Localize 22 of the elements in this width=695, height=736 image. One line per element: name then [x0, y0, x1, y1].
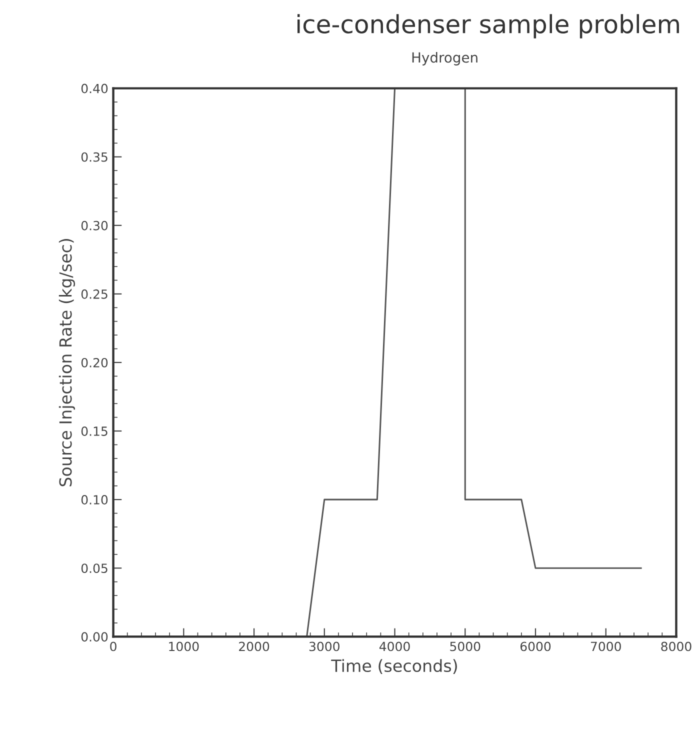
y-tick-label: 0.35 — [81, 152, 108, 162]
y-tick-label: 0.25 — [81, 289, 108, 299]
y-tick-label: 0.10 — [81, 495, 108, 504]
x-tick-label: 7000 — [590, 642, 621, 652]
chart-title: ice-condenser sample problem — [297, 14, 679, 38]
y-tick-label: 0.30 — [81, 220, 108, 230]
y-tick-label: 0.00 — [81, 632, 108, 642]
chart-subtitle: Hydrogen — [412, 52, 478, 66]
x-tick-label: 3000 — [309, 642, 340, 652]
y-tick-label: 0.20 — [81, 358, 108, 368]
y-axis-title: Source Injection Rate (kg/sec) — [58, 239, 76, 486]
x-tick-label: 8000 — [661, 642, 692, 652]
x-axis-title: Time (seconds) — [331, 659, 457, 674]
y-tick-label: 0.05 — [81, 564, 108, 574]
y-tick-label: 0.40 — [81, 84, 108, 94]
x-tick-label: 1000 — [169, 642, 199, 652]
x-tick-label: 2000 — [239, 642, 270, 652]
x-tick-label: 5000 — [450, 642, 480, 652]
x-tick-label: 0 — [110, 642, 116, 652]
x-tick-label: 6000 — [520, 642, 551, 652]
x-tick-label: 4000 — [379, 642, 410, 652]
y-tick-label: 0.15 — [81, 426, 108, 436]
